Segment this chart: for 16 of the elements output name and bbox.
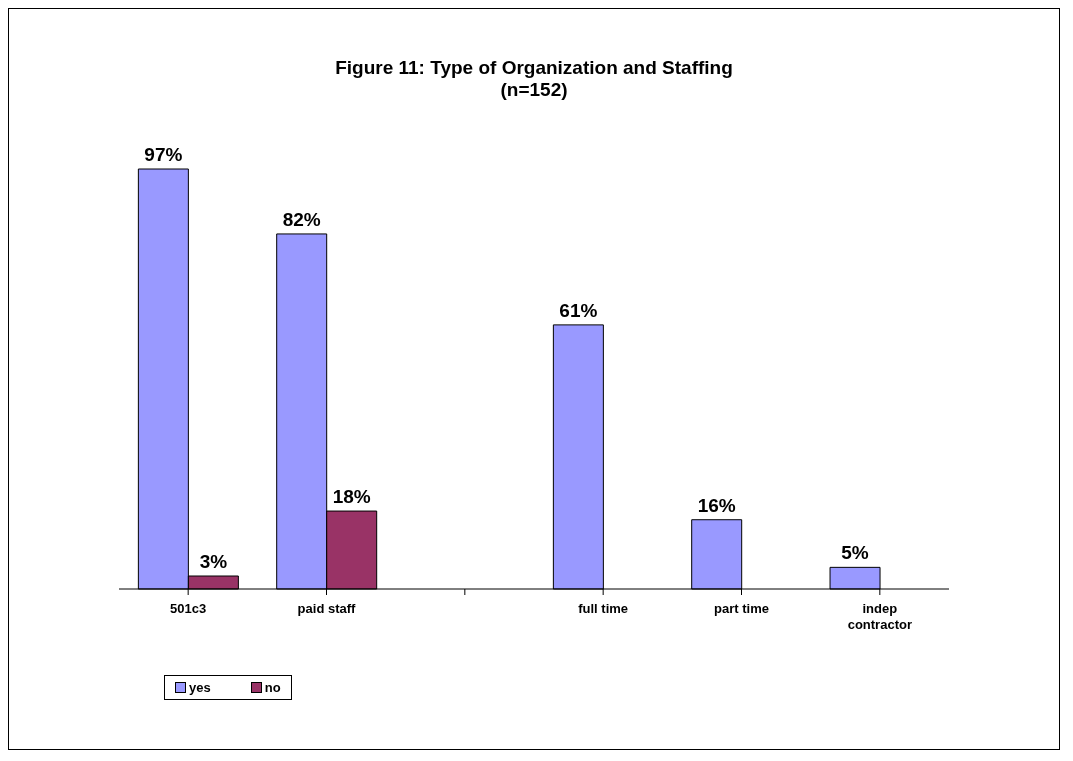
legend-label: no: [263, 680, 281, 695]
chart-title: Figure 11: Type of Organization and Staffing: [334, 57, 734, 79]
data-label: 18%: [332, 486, 371, 508]
x-tick-label: paid staff: [297, 601, 357, 616]
legend-label: yes: [188, 680, 211, 695]
data-label: 97%: [144, 144, 183, 165]
x-tick-label: 501c3: [170, 601, 207, 616]
data-label: 61%: [559, 299, 598, 321]
chart-subtitle: (n=152): [499, 79, 569, 101]
data-label: 16%: [697, 494, 736, 516]
data-label: 5%: [841, 542, 869, 564]
x-tick-label: full time: [578, 601, 629, 616]
data-label: 3%: [199, 551, 228, 573]
x-tick-label: part time: [714, 601, 769, 616]
x-tick-label: indep contractor: [847, 601, 912, 632]
data-label: 82%: [282, 208, 321, 230]
